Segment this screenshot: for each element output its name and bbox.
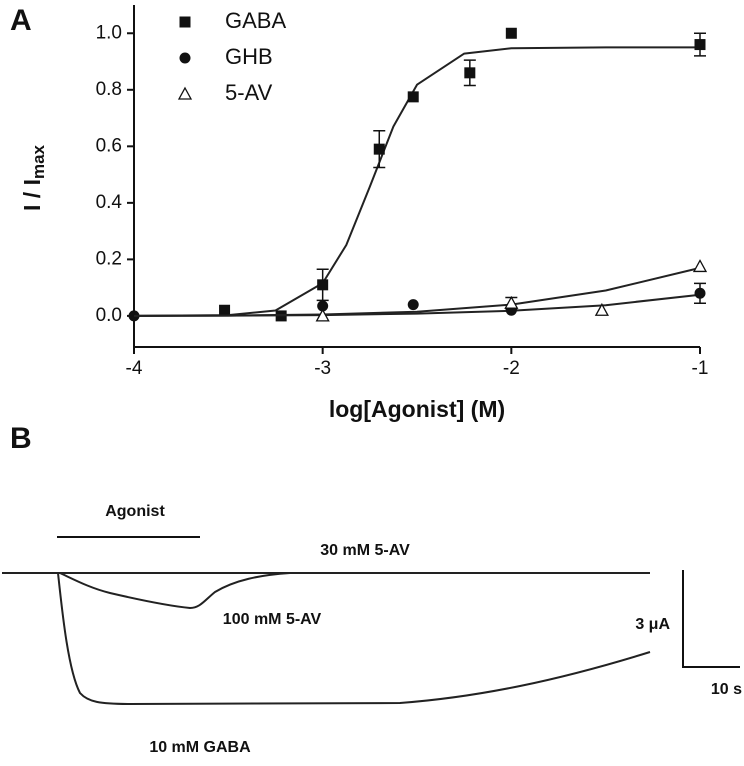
legend-marker: [179, 16, 191, 28]
data-point: [128, 310, 140, 322]
y-axis-title: I / Imax: [19, 144, 48, 211]
legend-label: GHB: [225, 44, 273, 69]
data-point: [373, 143, 385, 155]
legend-label: GABA: [225, 8, 286, 33]
y-tick-label: 0.4: [96, 192, 123, 213]
fit-curve: [133, 46, 700, 317]
scale-bar: [682, 570, 740, 668]
x-tick-label: -2: [503, 358, 520, 379]
data-point: [317, 279, 329, 291]
data-point: [594, 302, 609, 316]
panel-label: B: [10, 422, 32, 455]
agonist-label: Agonist: [105, 503, 165, 520]
data-point: [464, 67, 476, 79]
data-point: [505, 27, 517, 39]
y-tick-label: 0.0: [96, 305, 122, 326]
legend-label: 5-AV: [225, 80, 273, 105]
y-tick-label: 0.6: [96, 135, 122, 156]
data-point: [504, 295, 519, 309]
panel-label: A: [10, 4, 32, 37]
x-tick-label: -3: [314, 358, 331, 379]
y-tick-label: 0.8: [96, 79, 122, 100]
legend-marker: [177, 86, 193, 100]
x-tick-label: -4: [126, 358, 143, 379]
data-point: [407, 299, 419, 311]
x-axis-title: log[Agonist] (M): [329, 396, 505, 422]
fit-curve: [133, 266, 701, 317]
trace-100mm-5av: [2, 572, 291, 609]
legend-marker: [179, 52, 191, 64]
y-axis-title-main: I / I: [19, 179, 45, 211]
trace-label: 10 mM GABA: [149, 739, 251, 756]
trace-label: 30 mM 5-AV: [320, 542, 410, 559]
data-point: [315, 308, 330, 322]
y-tick-label: 1.0: [96, 22, 122, 43]
trace-label: 100 mM 5-AV: [223, 611, 322, 628]
scale-time-label: 10 s: [711, 681, 742, 698]
scale-current-label: 3 μA: [635, 616, 670, 633]
data-point: [219, 304, 231, 316]
x-tick-label: -1: [692, 358, 709, 379]
data-point: [692, 259, 708, 273]
y-axis-title-sub: max: [29, 144, 48, 179]
data-point: [694, 287, 706, 299]
data-point: [694, 39, 706, 51]
data-point: [407, 91, 419, 103]
trace-10mm-gaba: [57, 572, 651, 705]
data-point: [317, 300, 329, 312]
y-tick-label: 0.2: [96, 248, 122, 269]
